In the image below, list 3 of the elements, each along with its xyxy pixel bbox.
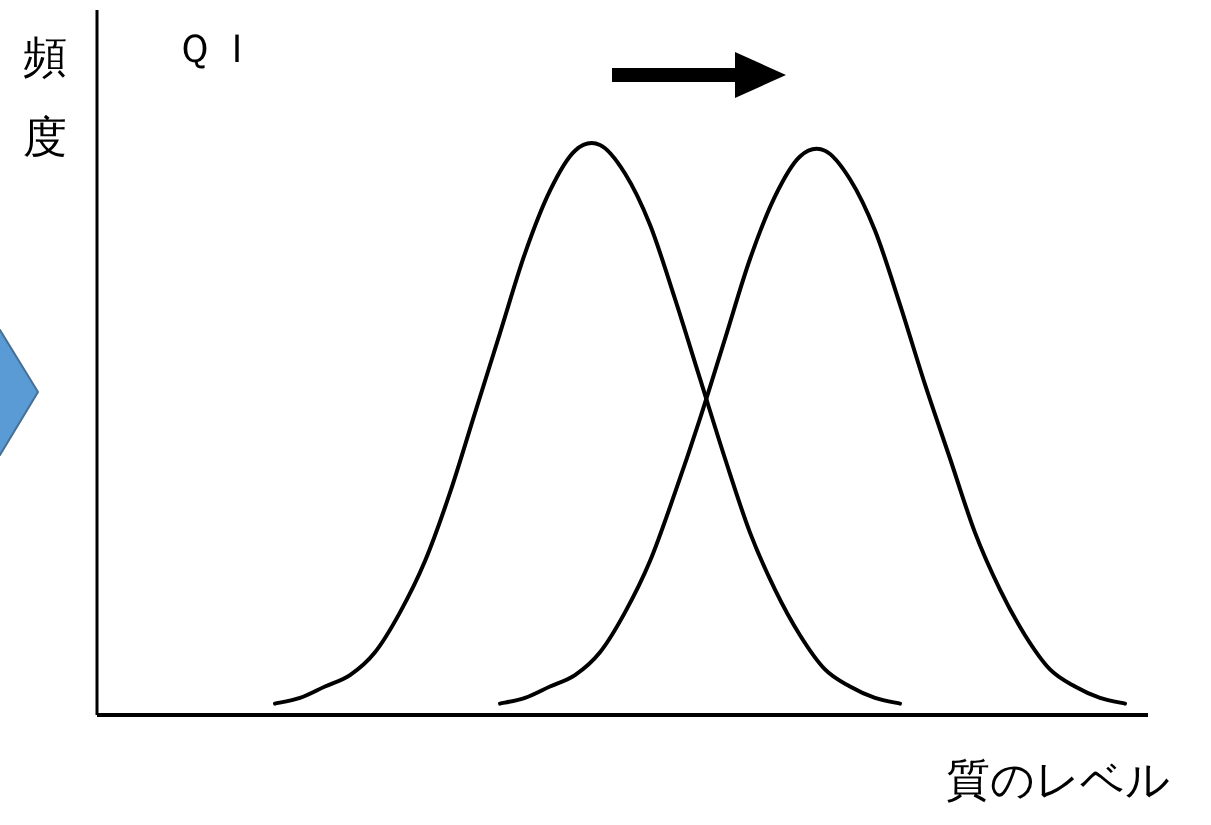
x-axis-title: 質のレベル <box>946 754 1170 805</box>
y-axis-title: 頻度 <box>23 31 67 162</box>
chart-title: ＱＩ <box>175 25 263 71</box>
